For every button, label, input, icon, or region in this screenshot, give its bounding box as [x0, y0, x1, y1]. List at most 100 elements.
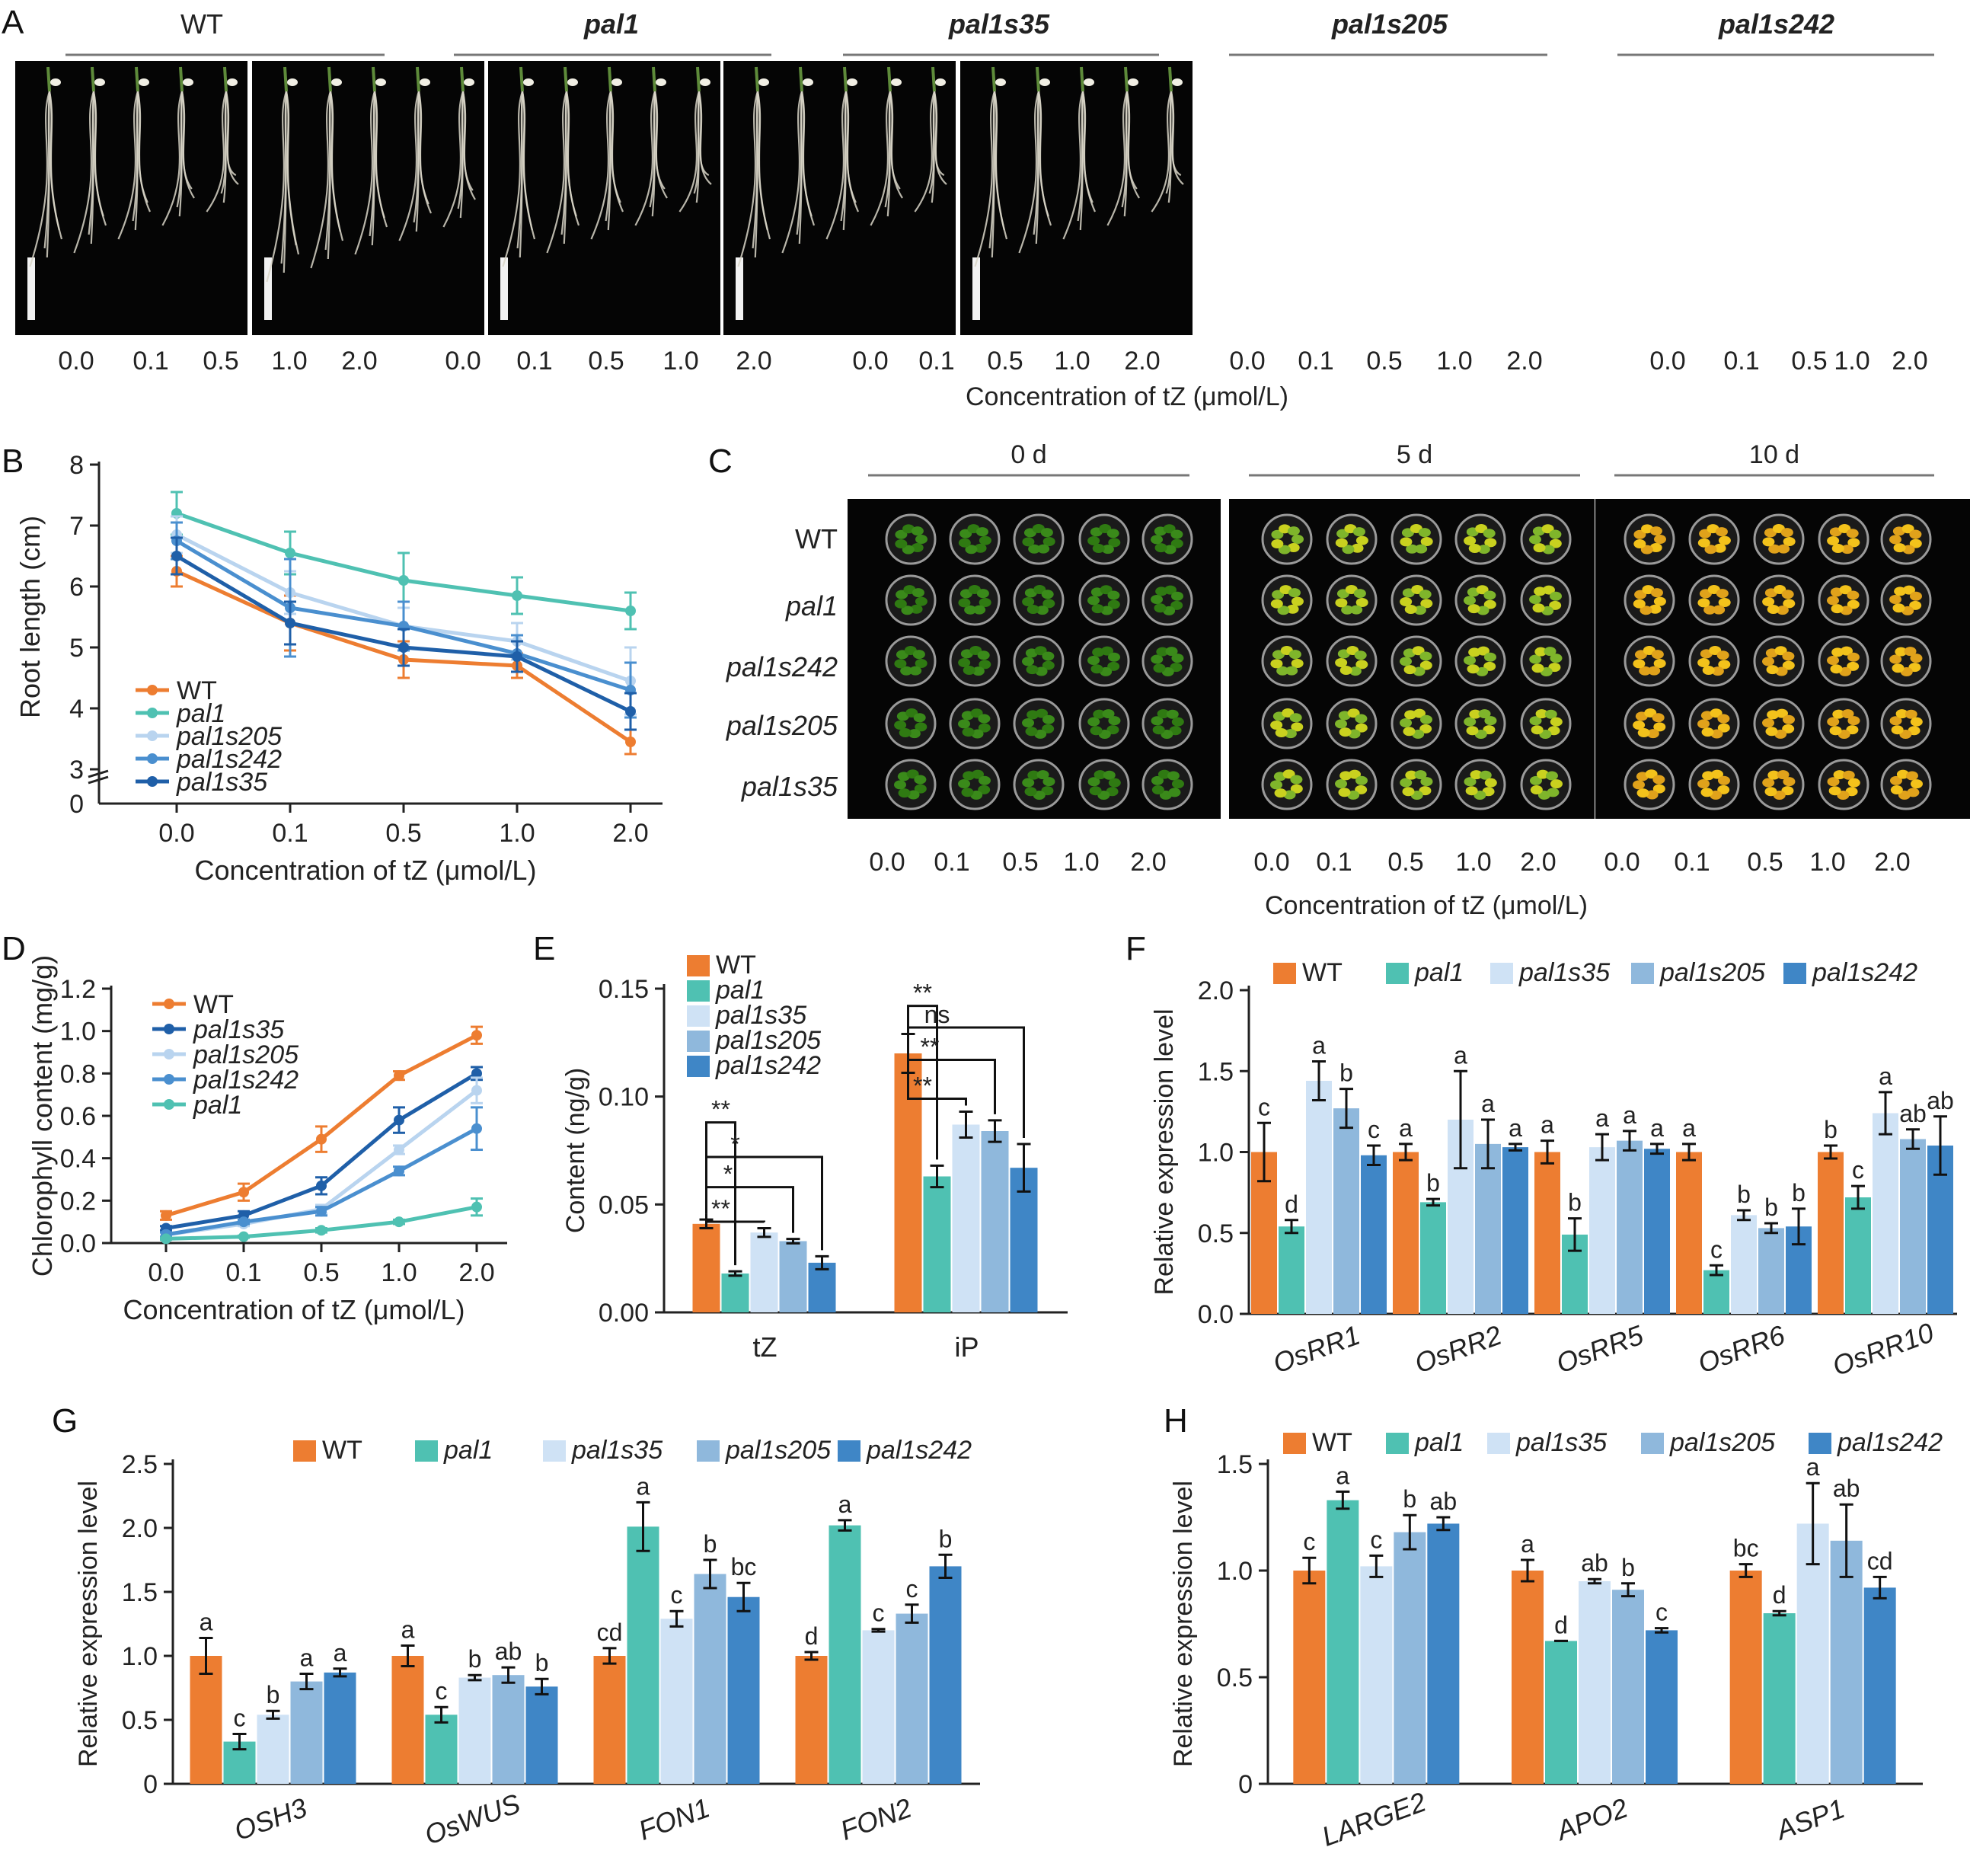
leaf-disc — [895, 529, 908, 539]
petri-dish — [949, 698, 1001, 749]
leaf-disc — [1103, 770, 1116, 780]
leaf-disc — [1646, 729, 1659, 739]
scale-bar — [264, 257, 272, 320]
leaf-disc — [1901, 524, 1914, 534]
tick-label: 0.1 — [133, 347, 168, 376]
leaf-disc — [1347, 708, 1360, 718]
seed — [803, 78, 813, 86]
leaf-disc — [1271, 529, 1284, 539]
seed — [1039, 78, 1050, 86]
leaf-disc — [1025, 727, 1038, 737]
petri-dish — [1390, 635, 1442, 687]
panel-letter-e: E — [533, 930, 555, 967]
leaf-disc — [1022, 537, 1035, 547]
petri-dish — [1326, 574, 1378, 626]
leaf-disc — [1090, 726, 1103, 736]
root-strand — [993, 91, 1005, 231]
leaf-disc — [1762, 778, 1775, 788]
leaf-disc — [1022, 596, 1035, 606]
leaf-disc — [1768, 544, 1781, 554]
leaf-disc — [1419, 590, 1432, 599]
petri-dish — [1454, 698, 1506, 749]
bar-pal1-oswus — [425, 1715, 458, 1784]
leaf-disc — [1352, 527, 1365, 537]
legend-label-pal1s242: pal1s242 — [866, 1436, 972, 1465]
leaf-disc — [958, 657, 971, 667]
root-strand — [1170, 91, 1182, 176]
leaf-disc — [978, 714, 991, 724]
petri-dish — [1753, 635, 1805, 687]
root-strand — [373, 91, 385, 219]
significance-letter: b — [1403, 1485, 1416, 1513]
tick-label: 0.1 — [1298, 347, 1333, 376]
leaf-disc — [1092, 647, 1105, 657]
leaf-disc — [1905, 771, 1918, 781]
x-tick-label: 2.0 — [458, 1258, 494, 1287]
data-point-wt — [316, 1133, 327, 1145]
leaf-disc — [958, 598, 971, 608]
x-tick-label: 0.1 — [225, 1258, 261, 1287]
root-strand — [756, 91, 768, 231]
legend-label-pal1s205: pal1s205 — [725, 1436, 831, 1465]
y-tick-label: 0.05 — [599, 1190, 649, 1219]
root-strand — [1062, 91, 1084, 240]
leaf-disc — [1541, 524, 1554, 534]
significance-letter: b — [939, 1525, 953, 1552]
y-tick-label: 2.5 — [122, 1450, 158, 1479]
leaf-disc — [1163, 524, 1176, 534]
legend-label-pal1s205: pal1s205 — [715, 1026, 821, 1055]
significance-letter: ab — [1927, 1087, 1954, 1114]
petri-dish — [1753, 698, 1805, 749]
legend-label-pal1s35: pal1s35 — [193, 1015, 284, 1044]
root-strand — [884, 91, 892, 208]
significance-letter: a — [1806, 1453, 1820, 1481]
petri-dish — [885, 635, 937, 687]
category-label-oswus: OsWUS — [420, 1788, 524, 1851]
bar-pal1s242-osrr2 — [1502, 1147, 1528, 1314]
leaf-disc — [1165, 647, 1178, 657]
leaf-disc — [1534, 647, 1547, 657]
leaf-disc — [1832, 709, 1845, 719]
y-tick-label: 4 — [69, 695, 84, 724]
leaf-disc — [1847, 538, 1860, 548]
leaf-disc — [1829, 726, 1842, 736]
legend-marker-pal1s242 — [164, 1074, 174, 1085]
data-point-pal1s205 — [394, 1144, 404, 1155]
root-strand — [1077, 91, 1084, 222]
leaf-disc — [1895, 709, 1908, 719]
leaf-disc — [1285, 666, 1298, 676]
legend-swatch-wt — [1283, 1433, 1306, 1454]
leaf-disc — [1166, 709, 1179, 719]
leaf-disc — [914, 784, 927, 794]
leaf-disc — [1847, 652, 1860, 662]
petri-dish — [1624, 574, 1675, 626]
bar-wt-fon2 — [795, 1656, 828, 1784]
leaf-disc — [1403, 727, 1416, 737]
significance-mark: ** — [711, 1096, 730, 1123]
petri-dish — [885, 574, 937, 626]
root-strand — [324, 91, 332, 251]
leaf-disc — [1483, 529, 1496, 539]
x-tick-label: 0.0 — [148, 1258, 184, 1287]
leaf-disc — [1151, 594, 1164, 604]
bar-wt-oswus — [391, 1656, 424, 1784]
leaf-disc — [1288, 588, 1301, 598]
tick-label: 1.0 — [1436, 347, 1472, 376]
leaf-disc — [1466, 726, 1479, 736]
shoot — [564, 66, 568, 92]
leaf-disc — [1891, 725, 1904, 735]
tick-label: 0.0 — [852, 347, 888, 376]
row-label-pal1s205: pal1s205 — [726, 710, 838, 741]
leaf-disc — [1718, 535, 1731, 545]
leaf-disc — [1413, 606, 1426, 615]
significance-letter: c — [1370, 1526, 1382, 1553]
root-strand — [132, 91, 139, 222]
leaf-disc — [1415, 544, 1428, 554]
petri-dish — [1013, 513, 1065, 565]
y-tick-label: 0.0 — [1198, 1300, 1234, 1329]
root-strand — [609, 91, 621, 203]
petri-dish — [1520, 759, 1572, 810]
bar-pal1s205-fon1 — [694, 1574, 726, 1784]
root-strand — [988, 91, 996, 249]
y-tick-label: 0 — [1238, 1770, 1253, 1799]
